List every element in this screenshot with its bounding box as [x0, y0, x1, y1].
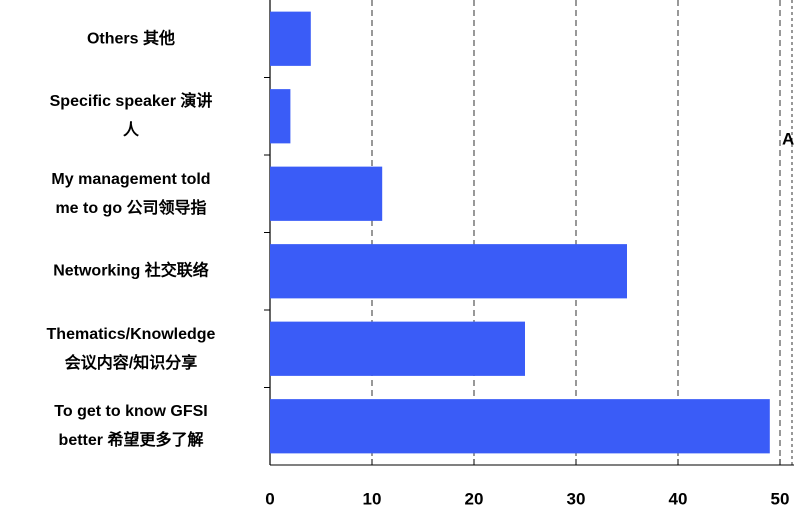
y-tick-label: Networking 社交联络 — [53, 262, 209, 280]
y-tick-label: My management told me to go 公司领导指 — [51, 170, 211, 217]
x-tick-label: 20 — [465, 489, 484, 508]
x-tick-label: 40 — [669, 489, 688, 508]
y-tick-label: Specific speaker 演讲 人 — [49, 93, 213, 140]
bar — [270, 166, 383, 221]
x-tick-label: 30 — [567, 489, 586, 508]
x-tick-label: 10 — [363, 489, 382, 508]
bar — [270, 89, 291, 144]
bar — [270, 321, 525, 376]
x-tick-label: 0 — [265, 489, 274, 508]
y-tick-label: To get to know GFSI better 希望更多了解 — [54, 403, 208, 450]
annotation: A — [782, 129, 794, 148]
bar — [270, 399, 770, 454]
bar — [270, 11, 311, 66]
y-tick-label: Others 其他 — [86, 30, 176, 48]
bar — [270, 244, 627, 299]
x-tick-label: 50 — [771, 489, 790, 508]
y-tick-label: Thematics/Knowledge 会议内容/知识分享 — [46, 325, 216, 372]
